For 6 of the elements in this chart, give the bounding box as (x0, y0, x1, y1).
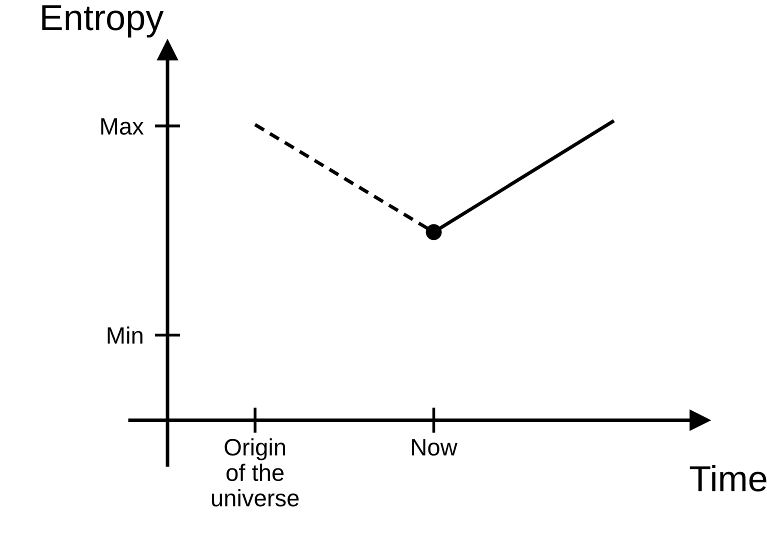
annotation: Min (108, 326, 142, 344)
x-axis-title: Time (690, 465, 766, 492)
annotation: Max (101, 118, 144, 135)
y-axis-title: Entropy (42, 5, 164, 38)
x-tick-label: Origin of the universe (212, 438, 299, 506)
x-tick-label: Now (412, 439, 458, 456)
